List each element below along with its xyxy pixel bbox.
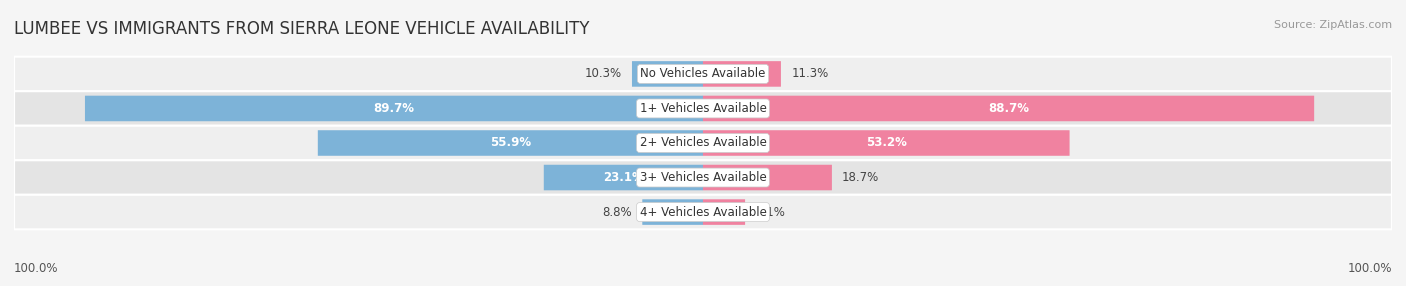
FancyBboxPatch shape bbox=[14, 195, 1392, 229]
Text: No Vehicles Available: No Vehicles Available bbox=[640, 67, 766, 80]
Text: 2+ Vehicles Available: 2+ Vehicles Available bbox=[640, 136, 766, 150]
Text: 18.7%: 18.7% bbox=[842, 171, 879, 184]
FancyBboxPatch shape bbox=[703, 165, 832, 190]
FancyBboxPatch shape bbox=[14, 126, 1392, 160]
Text: 100.0%: 100.0% bbox=[1347, 262, 1392, 275]
Text: 1+ Vehicles Available: 1+ Vehicles Available bbox=[640, 102, 766, 115]
FancyBboxPatch shape bbox=[14, 160, 1392, 195]
FancyBboxPatch shape bbox=[631, 61, 703, 87]
FancyBboxPatch shape bbox=[14, 57, 1392, 91]
FancyBboxPatch shape bbox=[318, 130, 703, 156]
Text: 3+ Vehicles Available: 3+ Vehicles Available bbox=[640, 171, 766, 184]
Text: 4+ Vehicles Available: 4+ Vehicles Available bbox=[640, 206, 766, 219]
Text: LUMBEE VS IMMIGRANTS FROM SIERRA LEONE VEHICLE AVAILABILITY: LUMBEE VS IMMIGRANTS FROM SIERRA LEONE V… bbox=[14, 20, 589, 38]
FancyBboxPatch shape bbox=[544, 165, 703, 190]
Text: 6.1%: 6.1% bbox=[755, 206, 785, 219]
Text: 10.3%: 10.3% bbox=[585, 67, 621, 80]
Text: 100.0%: 100.0% bbox=[14, 262, 59, 275]
FancyBboxPatch shape bbox=[703, 61, 780, 87]
Text: 23.1%: 23.1% bbox=[603, 171, 644, 184]
Text: 88.7%: 88.7% bbox=[988, 102, 1029, 115]
FancyBboxPatch shape bbox=[14, 91, 1392, 126]
Text: 89.7%: 89.7% bbox=[374, 102, 415, 115]
Text: 11.3%: 11.3% bbox=[792, 67, 828, 80]
FancyBboxPatch shape bbox=[703, 130, 1070, 156]
Text: 55.9%: 55.9% bbox=[489, 136, 531, 150]
FancyBboxPatch shape bbox=[643, 199, 703, 225]
FancyBboxPatch shape bbox=[703, 199, 745, 225]
Text: 8.8%: 8.8% bbox=[602, 206, 633, 219]
Text: 53.2%: 53.2% bbox=[866, 136, 907, 150]
FancyBboxPatch shape bbox=[703, 96, 1315, 121]
FancyBboxPatch shape bbox=[84, 96, 703, 121]
Text: Source: ZipAtlas.com: Source: ZipAtlas.com bbox=[1274, 20, 1392, 30]
